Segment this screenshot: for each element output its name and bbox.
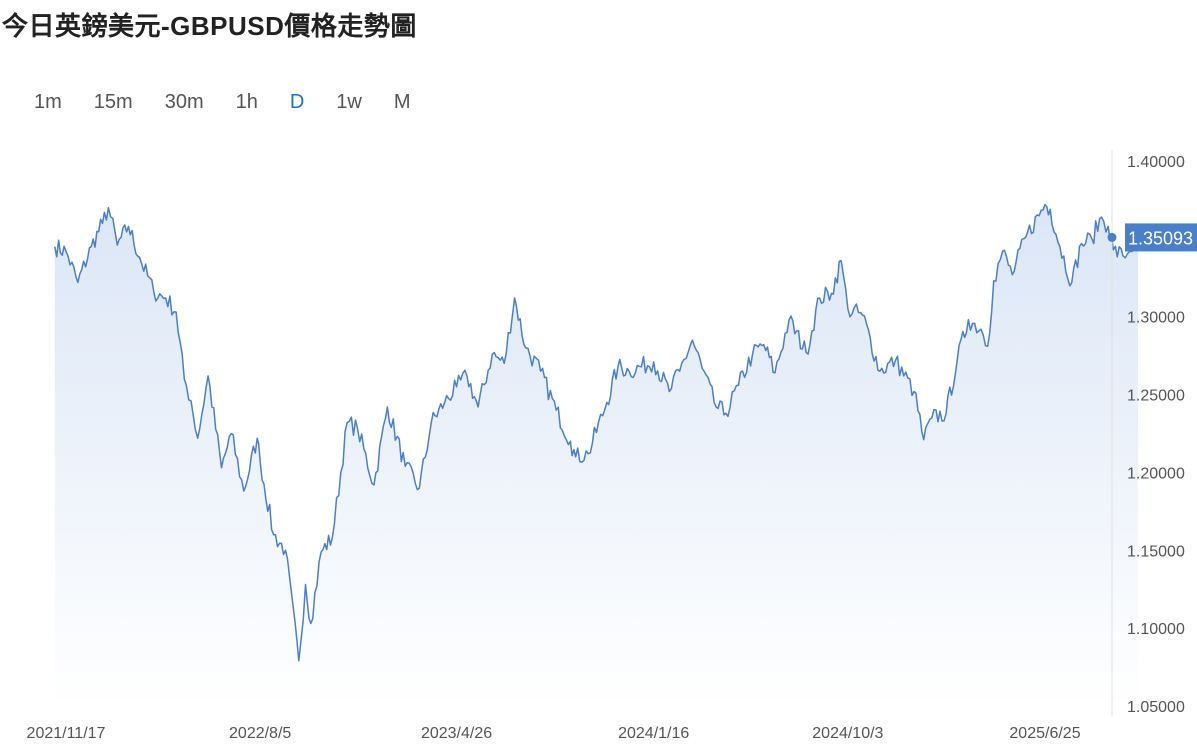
area-layer [54, 203, 1139, 706]
y-tick-label: 1.20000 [1127, 465, 1185, 482]
last-price-label: 1.35093 [1128, 228, 1193, 248]
y-tick-label: 1.05000 [1127, 699, 1185, 716]
y-tick-label: 1.15000 [1127, 543, 1185, 560]
timeframe-15m[interactable]: 15m [93, 91, 133, 113]
page-title: 今日英鎊美元-GBPUSD價格走勢圖 [2, 11, 417, 41]
timeframe-1h[interactable]: 1h [235, 91, 258, 113]
y-tick-label: 1.25000 [1127, 388, 1185, 405]
price-tag-layer: 1.35093 [1107, 223, 1197, 252]
x-tick-label: 2024/1/16 [618, 725, 689, 742]
x-tick-label: 2021/11/17 [27, 725, 106, 742]
x-tick-label: 2023/4/26 [421, 725, 492, 742]
timeframe-1m[interactable]: 1m [34, 91, 62, 113]
price-chart[interactable]: 1.400001.350001.300001.250001.200001.150… [0, 140, 1197, 745]
timeframe-30m[interactable]: 30m [164, 91, 204, 113]
y-tick-label: 1.30000 [1127, 310, 1185, 327]
x-tick-label: 2024/10/3 [812, 725, 883, 742]
price-area-fill [54, 204, 1138, 706]
timeframe-d[interactable]: D [289, 91, 305, 113]
timeframe-1w[interactable]: 1w [336, 91, 362, 113]
timeframe-selector: 1m 15m 30m 1h D 1w M [18, 88, 427, 116]
y-tick-label: 1.10000 [1127, 621, 1185, 638]
x-tick-label: 2025/6/25 [1009, 725, 1080, 742]
last-price-tag [1125, 223, 1197, 252]
last-price-dot [1107, 232, 1117, 242]
y-tick-label: 1.40000 [1127, 154, 1185, 171]
timeframe-m[interactable]: M [393, 91, 411, 113]
x-tick-label: 2022/8/5 [229, 725, 291, 742]
price-line [54, 203, 1139, 662]
